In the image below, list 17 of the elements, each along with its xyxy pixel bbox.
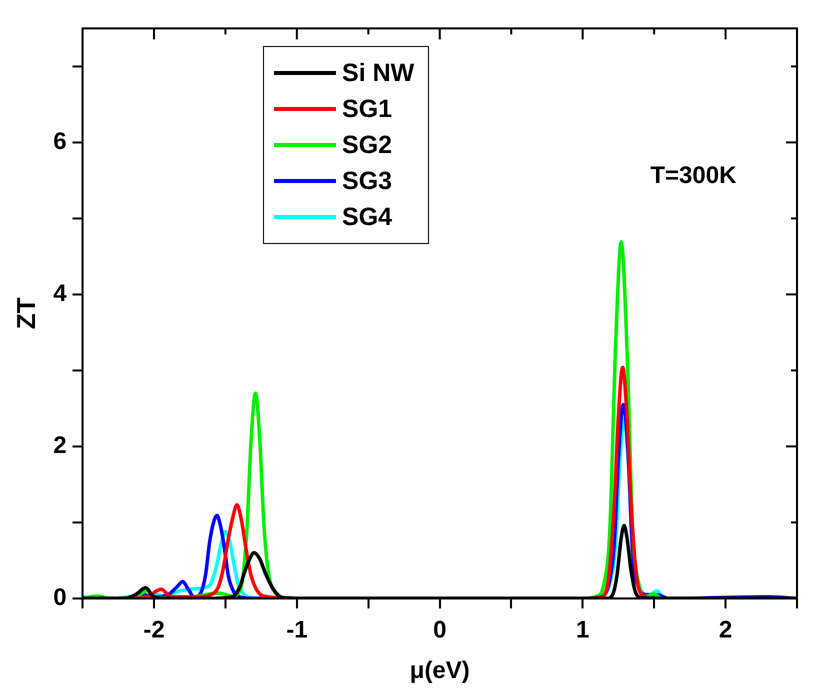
x-tick-label: 0 bbox=[433, 616, 446, 644]
x-tick-label: 1 bbox=[576, 616, 590, 644]
x-tick-label: -2 bbox=[143, 616, 165, 644]
legend-label: Si NW bbox=[342, 58, 414, 88]
y-tick-label: 6 bbox=[53, 128, 67, 156]
legend-label: SG1 bbox=[342, 94, 392, 124]
y-tick-label: 2 bbox=[53, 432, 67, 460]
legend-label: SG4 bbox=[342, 202, 392, 232]
legend-label: SG3 bbox=[342, 166, 392, 196]
x-axis-title: μ(eV) bbox=[410, 657, 470, 684]
x-tick-label: 2 bbox=[718, 616, 732, 644]
y-tick-label: 4 bbox=[53, 280, 68, 308]
annotation: T=300K bbox=[650, 162, 738, 190]
y-tick-label: 0 bbox=[53, 584, 67, 612]
legend-label: SG2 bbox=[342, 130, 392, 160]
x-tick-label: -1 bbox=[286, 616, 308, 644]
y-axis-title: ZT bbox=[10, 297, 41, 330]
